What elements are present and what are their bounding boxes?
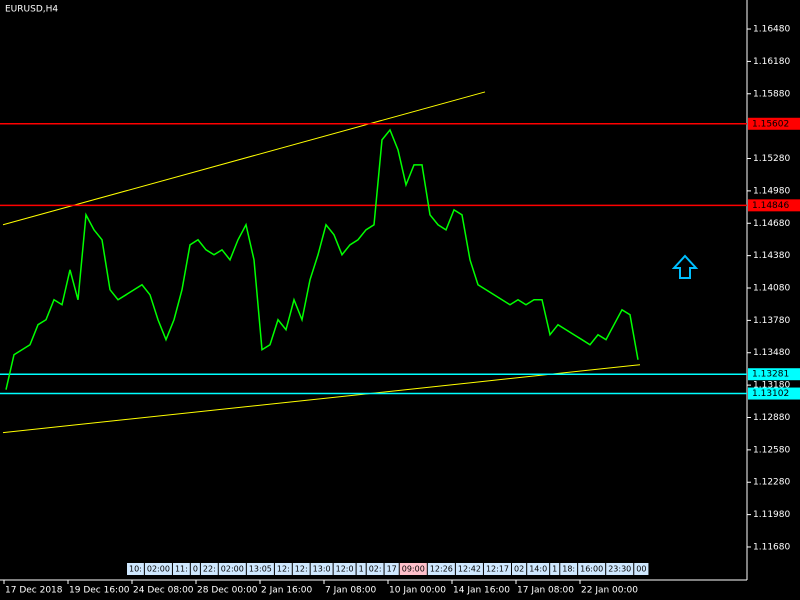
level-label-box — [748, 117, 800, 130]
time-tag: 02:00 — [221, 565, 244, 574]
time-tag: 12: — [277, 565, 290, 574]
level-label: 1.13102 — [752, 389, 789, 399]
time-tag-box — [333, 563, 356, 575]
time-tag-box — [427, 563, 455, 575]
level-label: 1.14846 — [752, 201, 789, 211]
time-tag: 10: — [129, 565, 142, 574]
level-label-box — [748, 199, 800, 212]
y-tick-label: 1.14680 — [753, 219, 790, 229]
x-tick-label: 17 Dec 2018 — [5, 586, 63, 596]
time-tag: 16:00 — [580, 565, 603, 574]
time-tag-box — [356, 563, 366, 575]
time-tag: 0 — [193, 565, 198, 574]
time-tag: 11: — [175, 565, 188, 574]
y-tick-label: 1.12580 — [753, 445, 790, 455]
trend-line — [2, 91, 486, 226]
y-tick-label: 1.14380 — [753, 251, 790, 261]
time-tag: 12:26 — [430, 565, 453, 574]
time-tag-box — [274, 563, 292, 575]
time-tag-box — [292, 563, 310, 575]
time-tag: 22: — [203, 565, 216, 574]
time-tag-box — [550, 563, 560, 575]
time-tag-box — [399, 563, 427, 575]
time-tag-box — [310, 563, 333, 575]
time-tag-box — [606, 563, 634, 575]
time-tag: 02 — [514, 565, 524, 574]
y-tick-label: 1.13180 — [753, 381, 790, 391]
time-tag-box — [512, 563, 527, 575]
time-tag-box — [483, 563, 511, 575]
level-label: 1.15602 — [752, 119, 789, 129]
chart-title: EURUSD,H4 — [5, 5, 58, 15]
trend-line — [2, 364, 641, 434]
time-tag: 02:00 — [147, 565, 170, 574]
time-tag-box — [560, 563, 578, 575]
time-tag: 00 — [636, 565, 646, 574]
time-tag-box — [190, 563, 200, 575]
y-tick-label: 1.12280 — [753, 478, 790, 488]
time-tag: 13:0 — [313, 565, 331, 574]
y-tick-label: 1.15280 — [753, 154, 790, 164]
y-tick-label: 1.14980 — [753, 186, 790, 196]
x-tick-label: 22 Jan 00:00 — [581, 586, 638, 596]
y-tick-label: 1.16480 — [753, 25, 790, 35]
time-tag-box — [144, 563, 172, 575]
x-tick-label: 10 Jan 00:00 — [389, 586, 446, 596]
level-label-box — [748, 368, 800, 381]
time-tag-box — [218, 563, 246, 575]
time-tag-box — [455, 563, 483, 575]
time-tag: 12:17 — [486, 565, 509, 574]
y-tick-label: 1.12880 — [753, 413, 790, 423]
time-tag-box — [634, 563, 649, 575]
time-tag-box — [200, 563, 218, 575]
time-tag-box — [172, 563, 190, 575]
time-tag: 02: — [369, 565, 382, 574]
y-tick-label: 1.16180 — [753, 57, 790, 67]
price-line — [5, 128, 639, 390]
x-tick-label: 28 Dec 00:00 — [197, 586, 258, 596]
time-tag-box — [578, 563, 606, 575]
x-tick-label: 24 Dec 08:00 — [133, 586, 194, 596]
y-tick-label: 1.13780 — [753, 316, 790, 326]
x-tick-label: 19 Dec 16:00 — [69, 586, 130, 596]
time-tag: 12:42 — [458, 565, 481, 574]
y-tick-label: 1.13480 — [753, 348, 790, 358]
level-label: 1.13281 — [752, 370, 789, 380]
time-tag: 1 — [552, 565, 557, 574]
time-tag-box — [246, 563, 274, 575]
x-tick-label: 2 Jan 16:00 — [261, 586, 313, 596]
time-tag: 13:05 — [249, 565, 272, 574]
x-tick-label: 7 Jan 08:00 — [325, 586, 377, 596]
x-tick-label: 14 Jan 16:00 — [453, 586, 510, 596]
y-tick-label: 1.14080 — [753, 284, 790, 294]
time-tag: 17 — [387, 565, 397, 574]
time-tag-box — [127, 563, 144, 575]
x-tick-label: 17 Jan 08:00 — [517, 586, 574, 596]
time-tag: 12:0 — [336, 565, 354, 574]
time-tag: 09:00 — [402, 565, 425, 574]
time-tag-box — [384, 563, 399, 575]
time-tag: 18: — [562, 565, 575, 574]
time-tag: 23:30 — [608, 565, 631, 574]
time-tag-box — [366, 563, 384, 575]
time-tag: 1 — [359, 565, 364, 574]
time-tag-box — [527, 563, 550, 575]
y-tick-label: 1.11680 — [753, 542, 790, 552]
buy-arrow — [671, 254, 699, 279]
y-tick-label: 1.15880 — [753, 89, 790, 99]
y-tick-label: 1.11980 — [753, 510, 790, 520]
time-tag: 14:0 — [529, 565, 547, 574]
time-tag: 12: — [295, 565, 308, 574]
level-label-box — [748, 387, 800, 400]
